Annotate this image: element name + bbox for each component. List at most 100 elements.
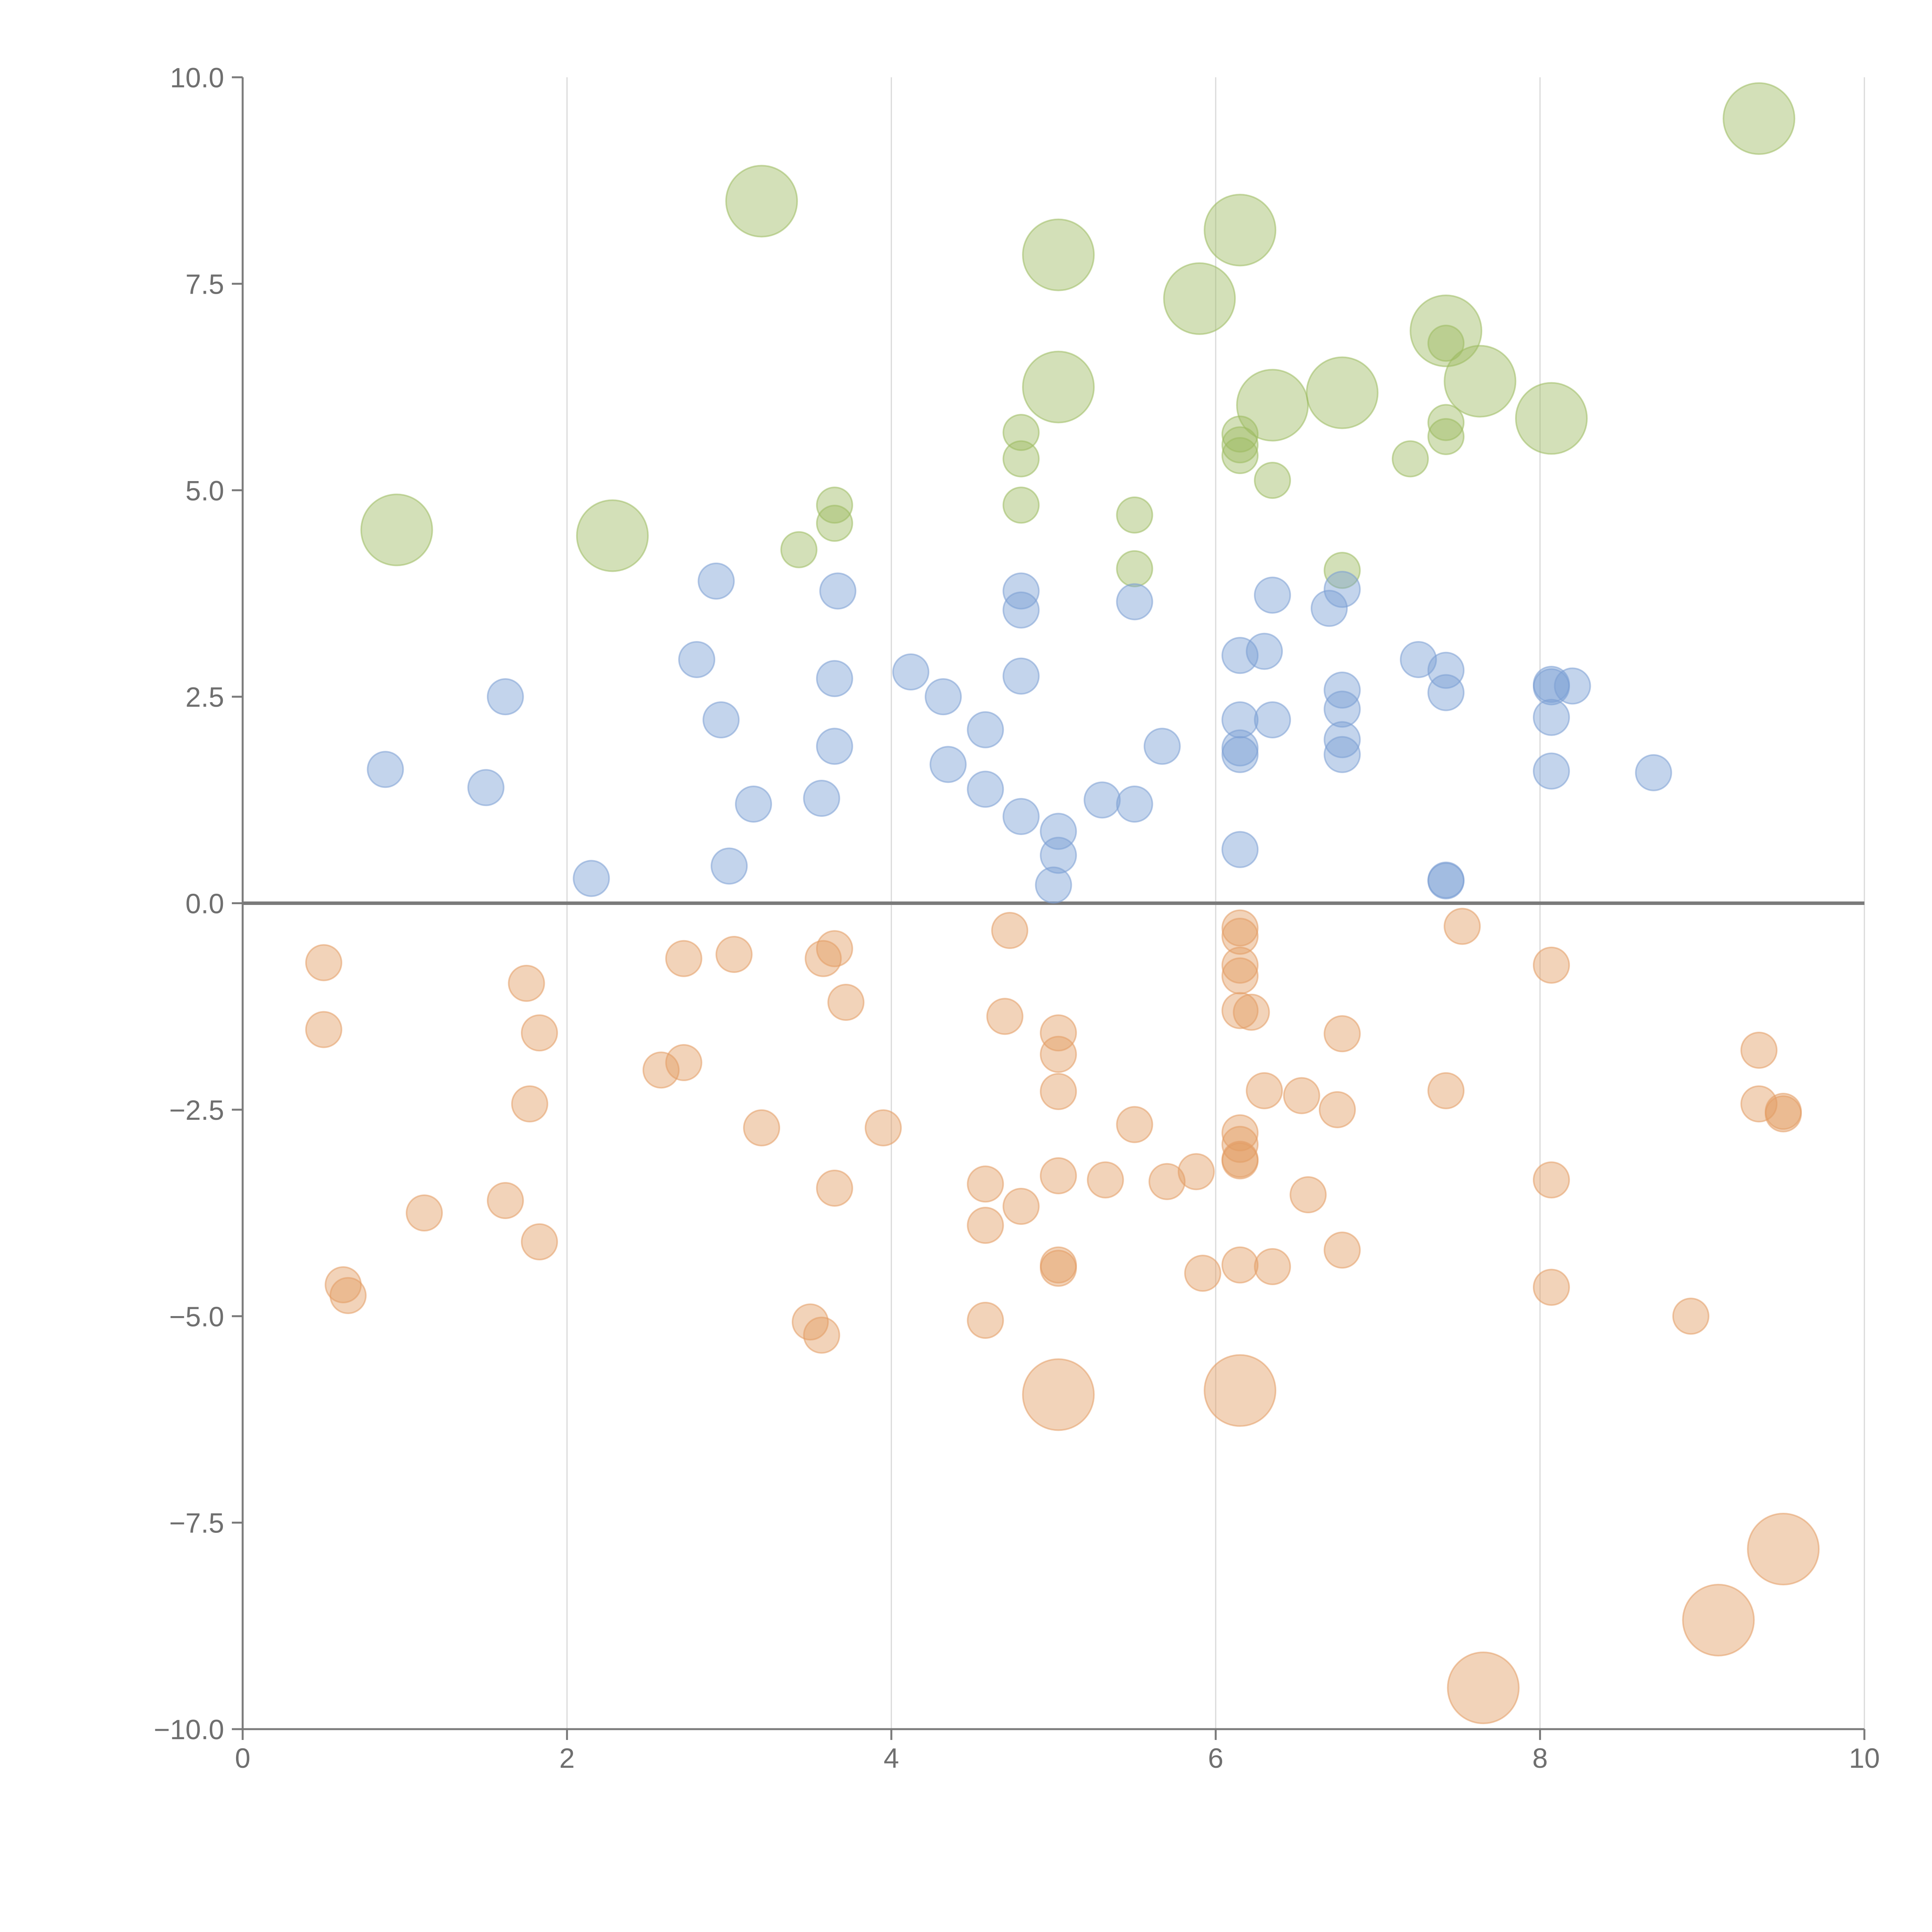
y-tick-label: −10.0 bbox=[154, 1714, 224, 1745]
data-point-middle bbox=[678, 641, 716, 678]
data-point-middle bbox=[1002, 572, 1040, 610]
data-point-negative bbox=[406, 1194, 443, 1232]
data-point-negative bbox=[1740, 1031, 1778, 1069]
data-point-negative bbox=[1447, 1651, 1520, 1725]
data-point-positive bbox=[816, 505, 853, 542]
x-tick-label: 4 bbox=[884, 1743, 899, 1774]
data-point-middle bbox=[1310, 590, 1348, 627]
data-point-negative bbox=[1532, 1269, 1570, 1306]
data-point-positive bbox=[1022, 218, 1095, 291]
data-point-positive bbox=[1002, 414, 1040, 451]
data-point-middle bbox=[1554, 667, 1591, 705]
data-point-middle bbox=[1035, 866, 1072, 904]
y-tick-label: 2.5 bbox=[185, 682, 224, 713]
data-point-middle bbox=[1221, 701, 1259, 738]
data-point-negative bbox=[1221, 1142, 1259, 1180]
data-points bbox=[305, 82, 1820, 1725]
data-point-middle bbox=[1116, 583, 1153, 621]
data-point-negative bbox=[665, 1044, 702, 1082]
data-point-middle bbox=[1323, 736, 1361, 773]
y-tick-label: −2.5 bbox=[169, 1095, 224, 1126]
data-point-negative bbox=[1765, 1095, 1802, 1133]
data-point-negative bbox=[1233, 993, 1270, 1031]
data-point-middle bbox=[1532, 668, 1570, 706]
axes bbox=[232, 76, 1866, 1740]
data-point-negative bbox=[1148, 1163, 1186, 1200]
data-point-middle bbox=[1221, 637, 1259, 674]
data-point-middle bbox=[1143, 728, 1181, 765]
tick-labels: 0 2 4 6 8 10 −10.0 −7.5 −5.0 −2.5 0.0 2.5 5.0 7.5 10.0 bbox=[154, 63, 1880, 1774]
y-tick-label: 5.0 bbox=[185, 476, 224, 507]
data-point-positive bbox=[725, 165, 798, 238]
data-point-positive bbox=[1410, 294, 1483, 367]
data-point-positive bbox=[1221, 415, 1259, 453]
data-point-negative bbox=[508, 964, 545, 1002]
data-point-negative bbox=[1040, 1250, 1077, 1287]
data-point-middle bbox=[1254, 577, 1291, 614]
x-tick-label: 10 bbox=[1849, 1743, 1880, 1774]
data-point-middle bbox=[1040, 837, 1077, 874]
data-point-negative bbox=[1740, 1085, 1778, 1122]
x-tick-label: 6 bbox=[1208, 1743, 1223, 1774]
data-point-negative bbox=[1444, 908, 1481, 945]
y-tick-label: 7.5 bbox=[185, 269, 224, 300]
x-tick-label: 8 bbox=[1532, 1743, 1548, 1774]
data-point-negative bbox=[1283, 1077, 1320, 1114]
data-point-positive bbox=[1002, 486, 1040, 524]
data-point-middle bbox=[573, 860, 610, 897]
data-point-positive bbox=[1427, 325, 1465, 362]
data-point-negative bbox=[743, 1109, 781, 1146]
data-point-negative bbox=[1318, 1091, 1356, 1128]
data-point-middle bbox=[1427, 674, 1465, 711]
data-point-positive bbox=[1221, 437, 1259, 474]
data-point-middle bbox=[929, 746, 967, 783]
data-point-middle bbox=[1002, 798, 1040, 835]
data-point-positive bbox=[780, 531, 818, 568]
y-tick-label: −7.5 bbox=[169, 1508, 224, 1539]
data-point-negative bbox=[1747, 1513, 1820, 1586]
data-point-positive bbox=[1723, 82, 1796, 155]
data-point-middle bbox=[1002, 591, 1040, 629]
data-point-positive bbox=[1163, 262, 1236, 335]
data-point-middle bbox=[1635, 754, 1672, 791]
data-point-negative bbox=[1323, 1231, 1361, 1269]
data-point-negative bbox=[1289, 1176, 1327, 1214]
data-point-negative bbox=[642, 1051, 680, 1089]
data-point-negative bbox=[967, 1207, 1004, 1244]
data-point-middle bbox=[1246, 633, 1283, 670]
data-point-positive bbox=[1444, 345, 1517, 418]
data-point-middle bbox=[925, 678, 962, 716]
data-point-negative bbox=[1116, 1106, 1153, 1143]
data-point-positive bbox=[1116, 550, 1153, 587]
data-point-negative bbox=[1221, 918, 1259, 955]
data-point-negative bbox=[521, 1223, 558, 1260]
data-point-middle bbox=[1323, 672, 1361, 709]
data-point-negative bbox=[1184, 1255, 1221, 1292]
data-point-negative bbox=[1682, 1583, 1755, 1656]
data-point-negative bbox=[329, 1277, 367, 1314]
data-point-negative bbox=[1040, 1036, 1077, 1073]
data-point-positive bbox=[1221, 426, 1259, 464]
data-point-negative bbox=[827, 984, 865, 1021]
data-point-negative bbox=[486, 1182, 524, 1219]
data-point-positive bbox=[1022, 350, 1095, 423]
data-point-negative bbox=[1177, 1153, 1215, 1190]
data-point-middle bbox=[697, 562, 735, 600]
data-point-negative bbox=[991, 912, 1029, 949]
x-tick-label: 2 bbox=[559, 1743, 575, 1774]
data-point-negative bbox=[804, 940, 842, 977]
data-point-middle bbox=[1427, 651, 1465, 689]
data-point-middle bbox=[1323, 721, 1361, 759]
data-point-negative bbox=[1427, 1072, 1465, 1109]
data-point-negative bbox=[816, 1169, 853, 1207]
data-point-middle bbox=[1323, 690, 1361, 728]
data-point-middle bbox=[967, 770, 1004, 808]
data-point-negative bbox=[305, 944, 342, 981]
data-point-positive bbox=[1427, 418, 1465, 455]
data-point-middle bbox=[711, 847, 748, 885]
data-point-negative bbox=[665, 940, 702, 977]
data-point-middle bbox=[1427, 862, 1465, 900]
data-point-negative bbox=[1040, 1157, 1077, 1194]
data-point-positive bbox=[1515, 382, 1588, 455]
